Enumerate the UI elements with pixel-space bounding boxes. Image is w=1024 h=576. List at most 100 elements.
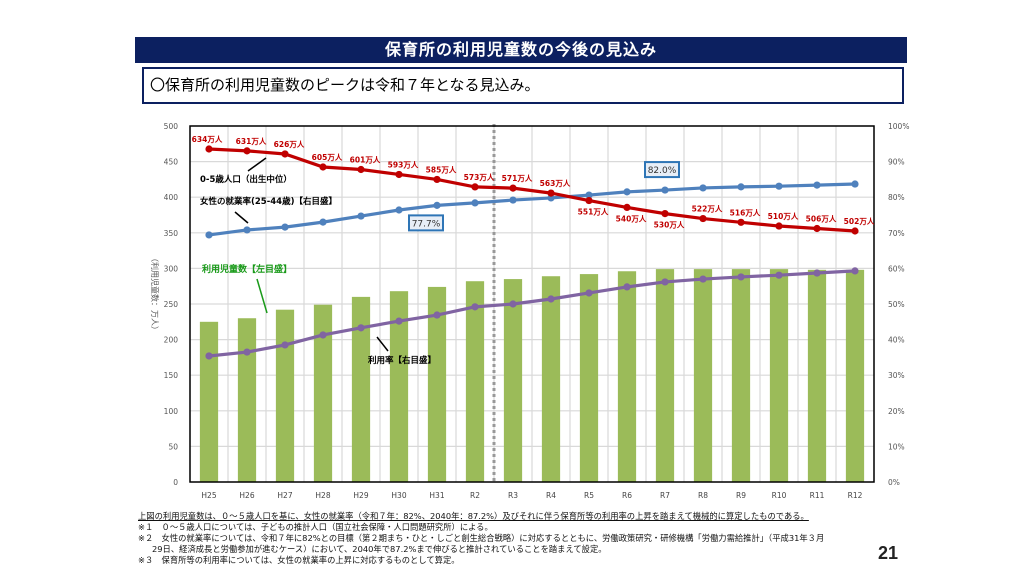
female-employment-point-R5 [585, 191, 593, 199]
female-employment-point-R6 [623, 188, 631, 196]
annotation-arrow [247, 157, 267, 172]
x-tick-label: H28 [315, 491, 330, 500]
bar-R11 [807, 269, 827, 482]
y2-tick-label: 0% [888, 478, 900, 487]
x-tick-label: H31 [429, 491, 444, 500]
bar-R12 [845, 269, 865, 482]
y-tick-label: 50 [168, 442, 178, 451]
female-employment-point-R3 [509, 196, 517, 204]
usage-rate-point-R12 [851, 267, 859, 275]
y-tick-label: 350 [164, 229, 179, 238]
bar-H26 [237, 318, 257, 482]
population-point-R8 [699, 214, 707, 223]
callout-box [408, 214, 444, 232]
y2-tick-label: 60% [888, 264, 905, 273]
x-tick-label: R9 [736, 491, 746, 500]
y2-tick-label: 10% [888, 442, 905, 451]
bar-H27 [275, 309, 295, 482]
callout-label: 82.0% [648, 166, 677, 176]
population-point-R9 [737, 218, 745, 226]
y2-tick-label: 20% [888, 407, 905, 416]
annotation-arrow [256, 278, 268, 314]
bar-R4 [541, 276, 561, 482]
x-tick-label: R5 [584, 491, 594, 500]
x-tick-label: H27 [277, 491, 292, 500]
y-tick-label: 300 [164, 264, 179, 273]
usage-rate-point-R11 [813, 269, 821, 277]
population-data-label: 516万人 [730, 208, 761, 217]
female-employment-point-R11 [813, 181, 821, 189]
population-data-label: 571万人 [502, 174, 533, 183]
annotation-children: 利用児童数【左目盛】 [201, 263, 292, 275]
female-employment-point-H26 [243, 226, 251, 234]
female-employment-point-R12 [851, 180, 859, 188]
female-employment-point-H30 [395, 206, 403, 214]
bar-R2 [465, 281, 485, 482]
y2-tick-label: 70% [888, 229, 905, 238]
population-data-label: 573万人 [464, 173, 495, 182]
x-tick-label: R6 [622, 491, 632, 500]
population-point-H27 [281, 150, 289, 158]
y-tick-label: 100 [164, 407, 179, 416]
population-point-R7 [661, 210, 669, 218]
y-tick-label: 150 [164, 371, 179, 380]
bar-R5 [579, 274, 599, 482]
annotation-arrow [376, 336, 389, 352]
population-data-label: 585万人 [426, 165, 457, 174]
population-data-label: 631万人 [236, 137, 267, 146]
population-data-label: 601万人 [350, 156, 381, 165]
female-employment-point-R7 [661, 186, 669, 194]
x-tick-label: H25 [201, 491, 216, 500]
population-data-label: 540万人 [616, 214, 647, 223]
footnotes: 上図の利用児童数は、０～５歳人口を基に、女性の就業率（令和７年：82%、2040… [138, 511, 898, 566]
usage-rate-point-R8 [699, 275, 707, 283]
population-point-R10 [775, 222, 783, 230]
population-data-label: 510万人 [768, 212, 799, 221]
female-employment-point-H25 [205, 231, 213, 239]
population-line [208, 147, 856, 233]
x-tick-label: R7 [660, 491, 670, 500]
x-tick-label: R2 [470, 491, 480, 500]
usage-rate-point-R7 [661, 278, 669, 286]
usage-rate-point-H30 [395, 317, 403, 325]
y-tick-label: 400 [164, 193, 179, 202]
female-employment-point-R8 [699, 184, 707, 192]
y2-tick-label: 80% [888, 193, 905, 202]
bar-R3 [503, 279, 523, 482]
x-tick-label: H29 [353, 491, 368, 500]
population-point-R2 [471, 183, 479, 191]
usage-rate-point-H28 [319, 331, 327, 339]
population-point-R11 [813, 224, 821, 233]
female-employment-line [208, 182, 856, 237]
population-point-H29 [357, 165, 365, 174]
summary-box: 〇保育所の利用児童数のピークは令和７年となる見込み。 [142, 67, 904, 104]
bar-R9 [731, 269, 751, 482]
y2-tick-label: 40% [888, 336, 905, 345]
population-point-R12 [851, 227, 859, 235]
x-tick-label: R12 [848, 491, 863, 500]
plot-border [189, 125, 875, 483]
footnote-2: ※２ 女性の就業率については、令和７年に82%との目標（第２期まち・ひと・しごと… [138, 533, 825, 543]
usage-rate-point-H31 [433, 311, 441, 319]
annotation-usage-rate: 利用率【右目盛】 [367, 355, 436, 366]
x-tick-label: R8 [698, 491, 708, 500]
bar-H25 [199, 321, 219, 482]
population-data-label: 551万人 [578, 208, 609, 217]
population-data-label: 634万人 [192, 135, 223, 144]
usage-rate-point-R4 [547, 295, 555, 303]
female-employment-point-H27 [281, 223, 289, 231]
usage-rate-point-R10 [775, 271, 783, 279]
female-employment-point-R9 [737, 183, 745, 191]
bar-R8 [693, 269, 713, 482]
population-point-R6 [623, 203, 631, 211]
chart: 0 50 100 150 200 250 300 350 400 450 500 0% 10% 20% 30… [150, 122, 909, 500]
x-tick-label: R11 [810, 491, 825, 500]
y-axis-label: （利用児童数：万人） [150, 254, 160, 334]
y-tick-label: 0 [173, 478, 178, 487]
bar-H29 [351, 296, 371, 482]
usage-rate-point-H26 [243, 348, 251, 356]
y-tick-label: 200 [164, 336, 179, 345]
y2-tick-label: 100% [888, 122, 909, 131]
population-point-H31 [433, 175, 441, 184]
population-point-R5 [585, 196, 593, 205]
